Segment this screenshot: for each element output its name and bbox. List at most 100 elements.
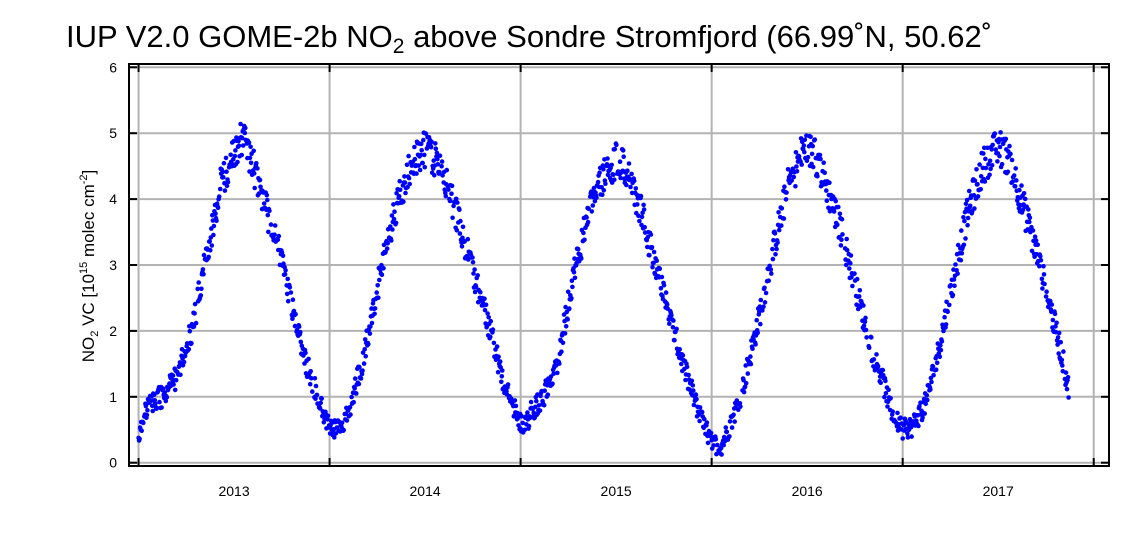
data-point bbox=[761, 304, 766, 310]
data-point bbox=[406, 153, 411, 159]
data-point bbox=[808, 134, 813, 140]
data-point bbox=[857, 288, 863, 293]
data-point bbox=[268, 222, 274, 227]
data-point bbox=[246, 140, 252, 145]
data-point bbox=[1061, 349, 1066, 354]
data-point bbox=[157, 399, 162, 405]
data-point bbox=[173, 377, 179, 383]
data-point bbox=[178, 372, 183, 378]
data-point bbox=[253, 161, 259, 166]
data-point bbox=[983, 165, 989, 171]
data-point bbox=[285, 276, 291, 282]
data-point bbox=[755, 330, 760, 336]
data-point bbox=[433, 146, 439, 151]
data-point bbox=[1041, 264, 1046, 269]
data-point bbox=[586, 206, 591, 211]
data-point bbox=[947, 302, 952, 308]
data-point bbox=[495, 369, 501, 375]
data-point bbox=[362, 347, 368, 352]
data-point bbox=[986, 162, 991, 167]
data-point bbox=[972, 178, 978, 183]
data-point bbox=[697, 405, 703, 410]
data-point bbox=[512, 398, 518, 403]
data-point bbox=[978, 186, 983, 192]
data-point bbox=[352, 386, 358, 391]
data-point bbox=[609, 162, 614, 168]
data-point bbox=[303, 350, 308, 356]
data-point bbox=[883, 391, 889, 396]
data-point bbox=[843, 262, 849, 268]
data-point bbox=[844, 236, 849, 242]
data-point bbox=[684, 364, 690, 370]
data-point bbox=[211, 223, 217, 229]
data-point bbox=[1013, 166, 1018, 171]
data-point bbox=[1066, 395, 1071, 400]
data-point bbox=[199, 286, 204, 292]
y-tick-label: 1 bbox=[109, 389, 117, 405]
data-point bbox=[617, 159, 623, 164]
data-point bbox=[434, 150, 440, 156]
data-point bbox=[362, 337, 368, 342]
data-point bbox=[248, 144, 253, 150]
data-point bbox=[635, 202, 640, 207]
data-point bbox=[423, 131, 429, 136]
data-point bbox=[837, 211, 843, 217]
data-point bbox=[290, 297, 296, 303]
data-point bbox=[850, 283, 855, 289]
data-point bbox=[645, 234, 651, 240]
data-point bbox=[1052, 311, 1058, 317]
data-point bbox=[251, 148, 256, 154]
data-point bbox=[909, 434, 914, 439]
data-point bbox=[384, 246, 390, 251]
data-point bbox=[974, 167, 979, 172]
data-point bbox=[283, 268, 288, 273]
data-point bbox=[923, 401, 928, 407]
data-point bbox=[565, 289, 571, 295]
data-point bbox=[741, 389, 747, 395]
data-point bbox=[569, 278, 575, 284]
data-point bbox=[601, 167, 606, 172]
data-point bbox=[374, 290, 380, 295]
data-point bbox=[691, 402, 697, 408]
data-point bbox=[475, 273, 481, 278]
data-point bbox=[605, 156, 610, 161]
data-point bbox=[650, 264, 655, 270]
data-point bbox=[977, 162, 982, 167]
data-point bbox=[983, 156, 988, 162]
data-point bbox=[967, 203, 973, 209]
data-point bbox=[773, 252, 778, 257]
data-point bbox=[827, 180, 832, 185]
data-point bbox=[393, 220, 399, 226]
data-point bbox=[420, 160, 426, 166]
data-point bbox=[451, 203, 456, 209]
data-point bbox=[1019, 183, 1024, 188]
data-point bbox=[361, 361, 367, 366]
data-point bbox=[715, 442, 720, 448]
data-point bbox=[198, 293, 204, 298]
data-point bbox=[208, 248, 213, 253]
data-point bbox=[898, 415, 903, 421]
data-point bbox=[705, 440, 711, 446]
data-point bbox=[864, 335, 869, 340]
data-point bbox=[924, 393, 930, 398]
data-point bbox=[612, 177, 617, 182]
data-point bbox=[925, 397, 930, 403]
data-point bbox=[783, 197, 789, 202]
data-point bbox=[711, 443, 716, 448]
x-tick-label: 2017 bbox=[983, 483, 1014, 499]
data-point bbox=[963, 236, 968, 241]
data-point bbox=[1038, 253, 1043, 259]
data-point bbox=[421, 137, 426, 143]
data-point bbox=[995, 159, 1000, 164]
data-point bbox=[354, 391, 359, 396]
data-point bbox=[835, 222, 840, 228]
data-point bbox=[235, 159, 240, 165]
data-point bbox=[163, 398, 169, 404]
data-point bbox=[824, 198, 830, 203]
data-point bbox=[435, 156, 440, 162]
data-point bbox=[255, 166, 260, 171]
data-point bbox=[838, 243, 844, 248]
data-point bbox=[600, 163, 606, 168]
data-point bbox=[449, 183, 455, 189]
